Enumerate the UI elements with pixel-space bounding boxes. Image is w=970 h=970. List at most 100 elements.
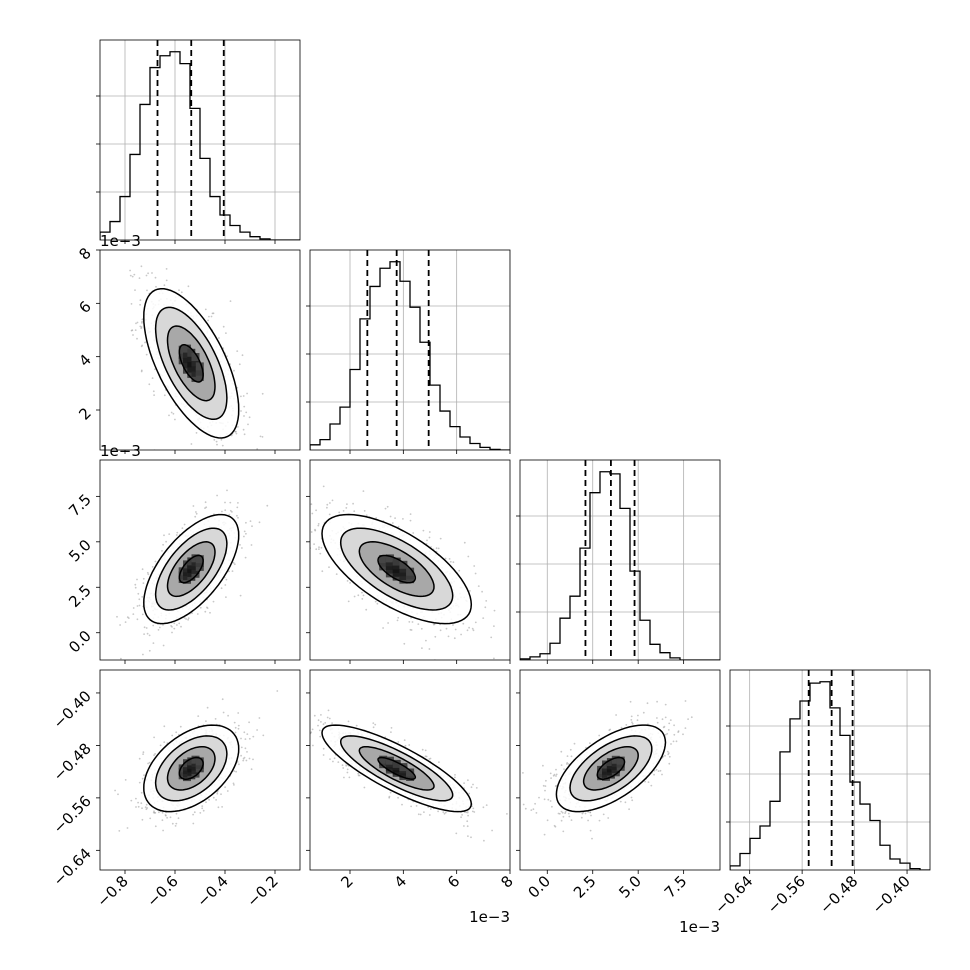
sample-point [401, 803, 403, 806]
sample-point [145, 808, 148, 811]
sample-point [175, 822, 178, 825]
sample-point [252, 758, 254, 761]
hist-clip-group [520, 460, 720, 660]
contour-line [154, 735, 228, 802]
density-cell [399, 763, 408, 772]
sample-point [165, 268, 168, 270]
sample-point [443, 812, 446, 815]
sample-point [165, 540, 168, 543]
sample-point [372, 722, 375, 724]
sample-point [481, 590, 483, 593]
sample-point [116, 615, 118, 618]
sample-point [348, 776, 351, 779]
sample-point [468, 792, 471, 795]
hist-step [310, 261, 510, 450]
density-cell [183, 560, 191, 569]
sample-point [428, 531, 431, 533]
sample-point [469, 590, 471, 592]
sample-point [424, 755, 427, 758]
sample-point [215, 440, 218, 443]
sample-point [243, 530, 246, 533]
sample-point [190, 443, 193, 445]
sample-point [154, 276, 157, 279]
sample-point [176, 531, 179, 534]
density-cell [183, 349, 191, 358]
sample-point [598, 734, 601, 737]
sample-point [346, 580, 349, 582]
sample-point [224, 501, 226, 504]
sample-point [454, 628, 457, 631]
sample-point [133, 273, 136, 276]
sample-point [320, 721, 322, 723]
sample-point [402, 518, 404, 520]
sample-point [179, 725, 182, 728]
sample-point [580, 816, 583, 819]
sample-point [297, 724, 299, 726]
sample-point [142, 751, 145, 754]
sample-point [668, 722, 671, 725]
sample-point [439, 629, 442, 632]
sample-point [349, 582, 351, 584]
sample-point [347, 600, 350, 603]
sample-point [329, 502, 331, 504]
sample-point [331, 499, 334, 502]
density-cell [385, 756, 394, 765]
axes-frame [309, 669, 511, 871]
sample-point [169, 816, 172, 819]
sample-point [482, 806, 485, 809]
sample-point [326, 506, 328, 509]
density-cell [195, 555, 204, 564]
sample-point [134, 586, 137, 589]
sample-point [136, 578, 138, 581]
sample-point [154, 560, 157, 563]
sample-point [444, 811, 447, 814]
sample-point [221, 510, 223, 513]
sample-point [518, 821, 520, 823]
sample-point [293, 536, 295, 538]
sample-point [237, 502, 239, 504]
sample-point [141, 596, 144, 598]
sample-point [421, 647, 423, 649]
sample-point [262, 734, 265, 737]
sample-point [241, 547, 243, 549]
sample-point [324, 722, 327, 724]
sample-point [241, 354, 244, 357]
density-cell [187, 557, 196, 566]
sample-point [437, 810, 439, 813]
density-cell [183, 344, 191, 353]
sample-point [206, 706, 209, 709]
sample-point [311, 512, 314, 515]
sample-point [421, 748, 424, 751]
sample-point [249, 520, 252, 522]
sample-point [410, 805, 412, 808]
density-cell [187, 369, 196, 378]
contour-line [154, 306, 228, 421]
sample-point [455, 832, 458, 835]
sample-point [332, 760, 334, 763]
sample-point [148, 761, 151, 764]
density-cell [187, 364, 196, 373]
sample-point [120, 657, 122, 660]
sample-point [397, 796, 399, 799]
sample-point [429, 808, 432, 810]
sample-point [173, 627, 176, 630]
sample-point [301, 703, 303, 705]
sample-point [135, 797, 137, 800]
contour-line [377, 756, 417, 780]
sample-point [372, 726, 375, 729]
sample-point [331, 722, 333, 724]
sample-point [363, 510, 366, 512]
sample-point [233, 466, 235, 468]
axes-frame [519, 459, 721, 661]
sample-point [252, 735, 255, 738]
sample-point [271, 528, 273, 530]
sample-point [166, 816, 169, 819]
sample-point [136, 605, 139, 607]
sample-point [205, 720, 207, 722]
sample-point [138, 757, 141, 760]
sample-point [237, 724, 240, 727]
density-cell [392, 557, 401, 566]
sample-point [426, 539, 428, 542]
sample-point [240, 395, 242, 398]
sample-point [355, 724, 358, 727]
